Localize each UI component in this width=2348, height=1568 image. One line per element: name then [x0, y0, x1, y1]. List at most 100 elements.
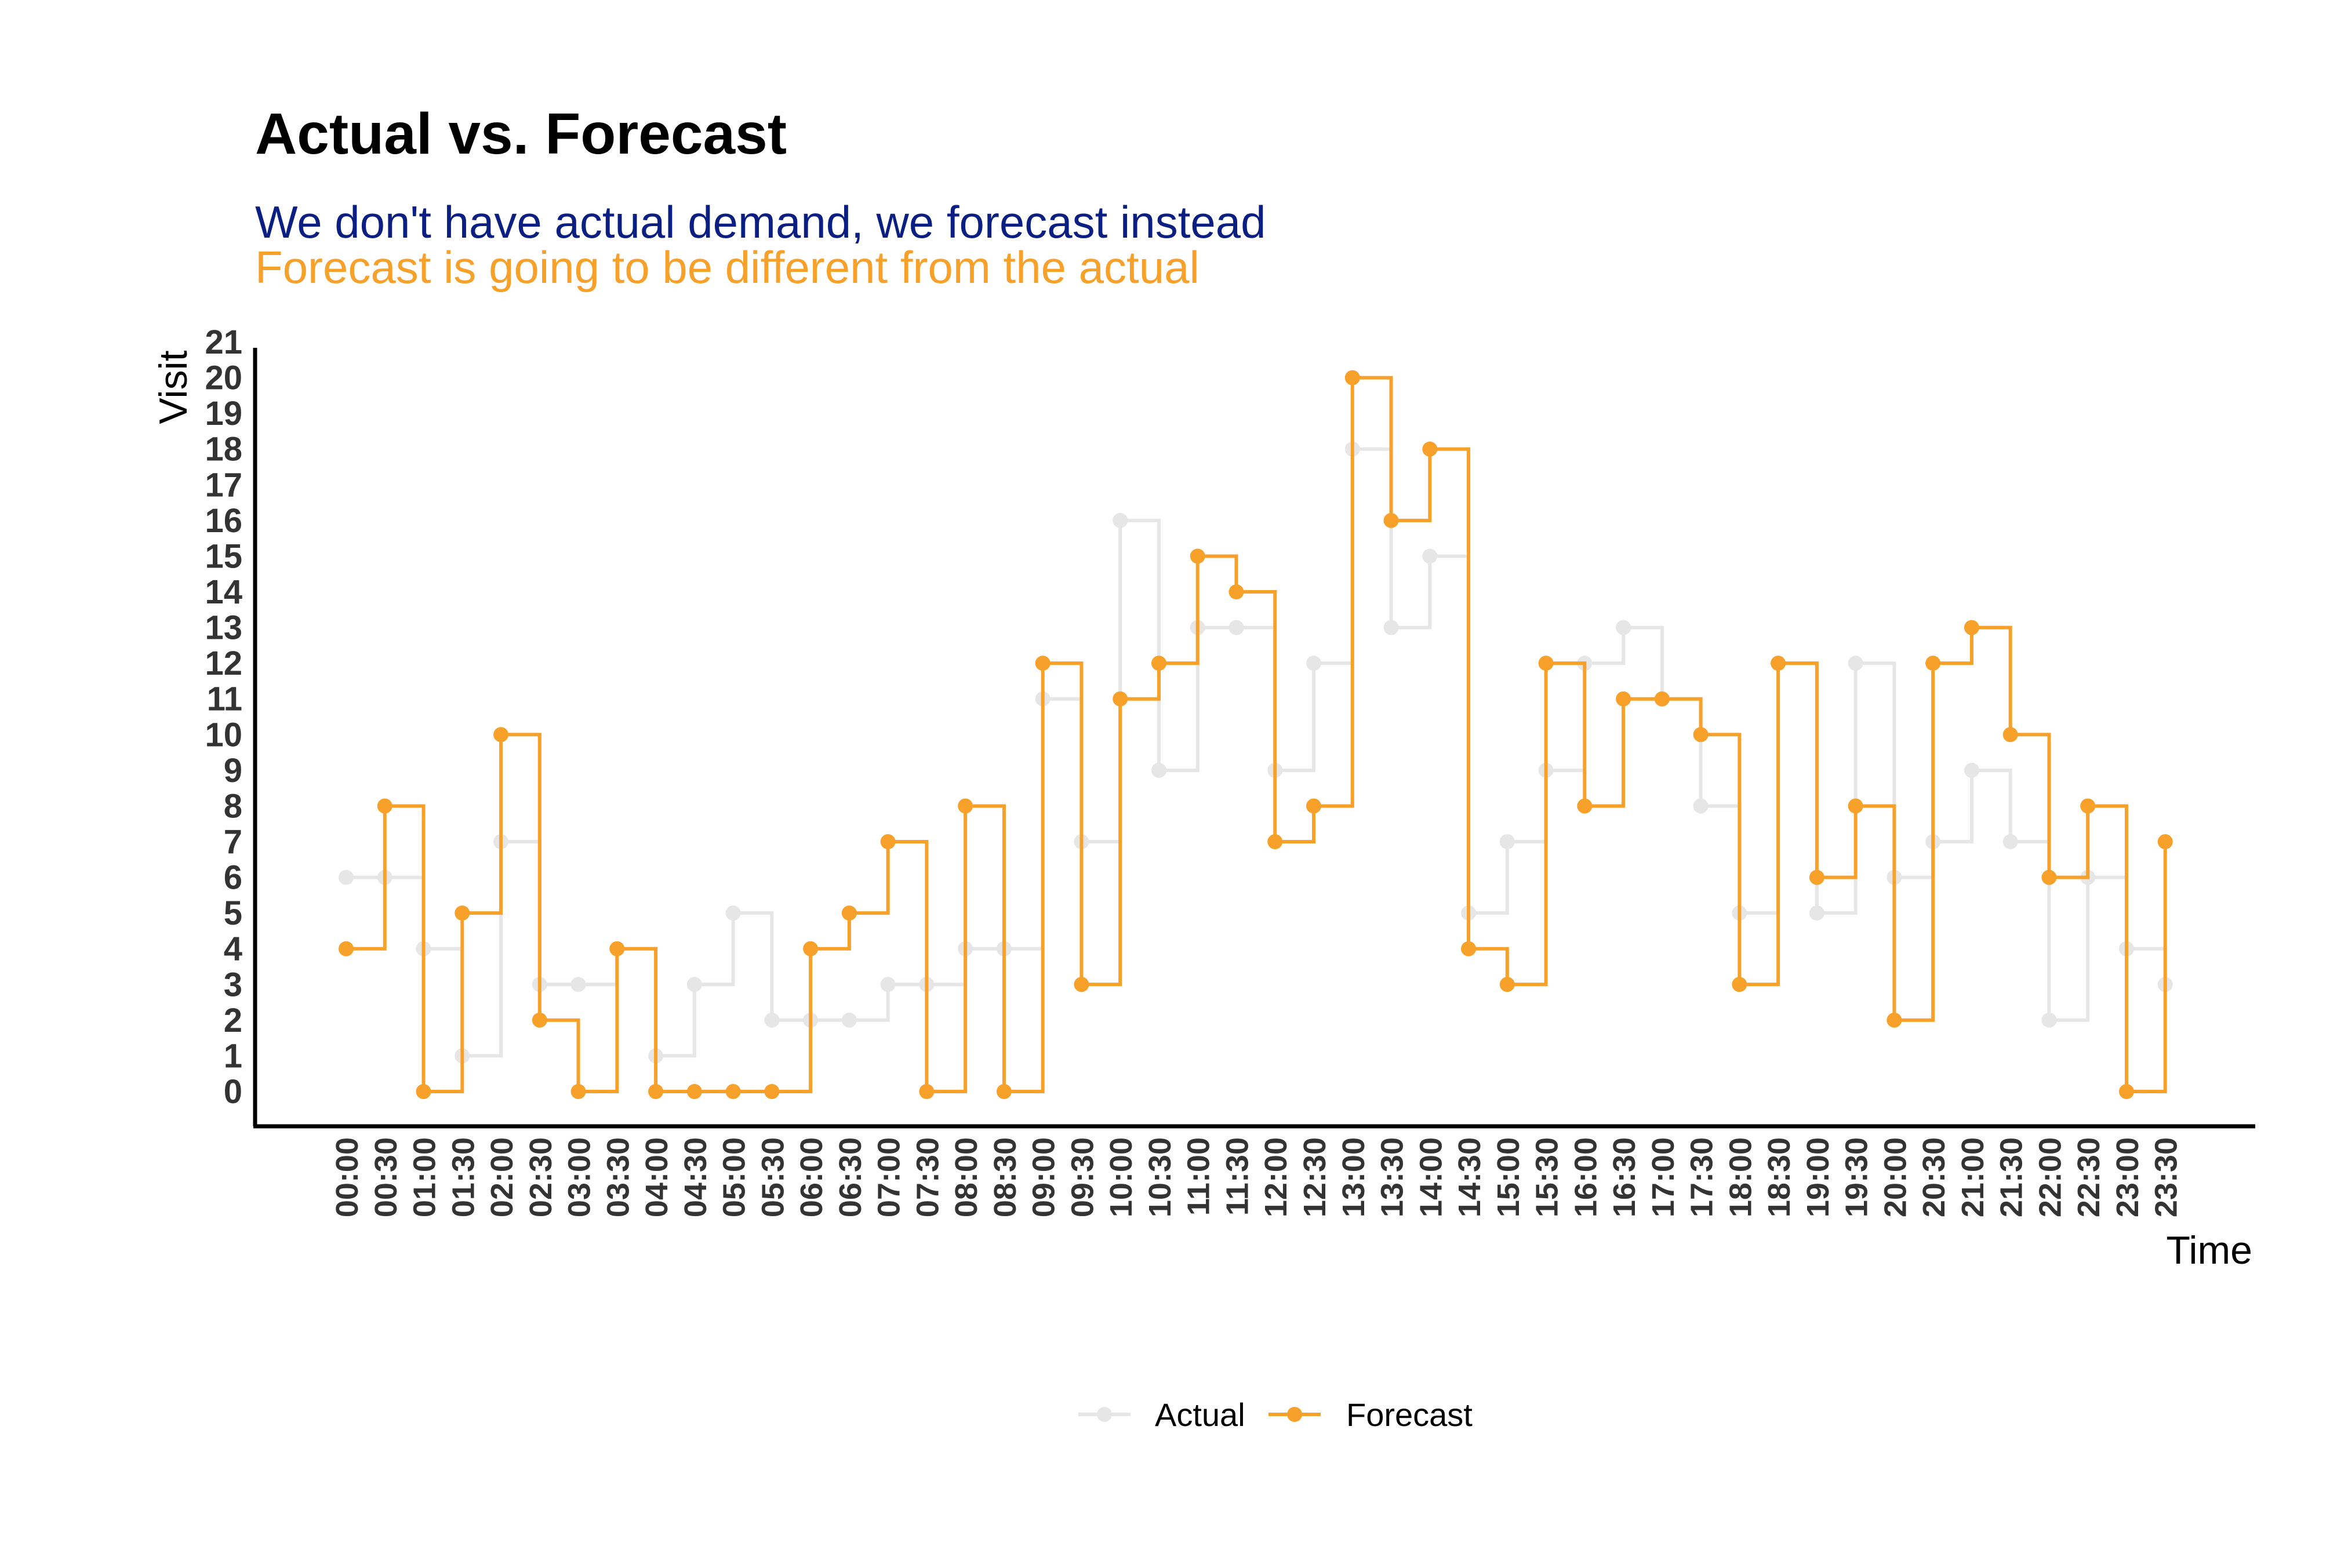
data-point-forecast: [2157, 834, 2173, 850]
data-point-forecast: [455, 905, 470, 921]
data-point-forecast: [609, 941, 625, 956]
data-point-actual: [1499, 834, 1515, 850]
data-point-actual: [2002, 834, 2018, 850]
x-tick-label: 12:00: [1259, 1137, 1293, 1217]
data-point-forecast: [1577, 798, 1593, 814]
series-layer: [339, 370, 2173, 1099]
y-tick-label: 20: [205, 359, 242, 397]
y-tick-label: 18: [205, 431, 242, 468]
y-tick-label: 12: [205, 645, 242, 682]
data-point-forecast: [958, 798, 973, 814]
data-point-actual: [1693, 798, 1709, 814]
x-tick-label: 12:30: [1297, 1137, 1332, 1217]
x-tick-label: 02:00: [485, 1137, 519, 1217]
legend-label: Forecast: [1346, 1396, 1473, 1433]
data-point-forecast: [1306, 798, 1321, 814]
data-point-forecast: [1771, 656, 1786, 671]
x-tick-label: 15:30: [1530, 1137, 1565, 1217]
chart-subtitle-1: We don't have actual demand, we forecast…: [255, 197, 1266, 248]
x-tick-label: 00:30: [369, 1137, 404, 1217]
x-axis-label: Time: [2166, 1228, 2252, 1272]
x-tick-label: 19:30: [1840, 1137, 1874, 1217]
data-point-forecast: [686, 1084, 702, 1099]
y-tick-label: 9: [224, 752, 242, 790]
y-tick-label: 19: [205, 395, 242, 432]
y-tick-label: 2: [224, 1002, 242, 1039]
data-point-forecast: [2118, 1084, 2134, 1099]
x-tick-label: 23:00: [2110, 1137, 2145, 1217]
data-point-forecast: [1151, 656, 1166, 671]
legend-item-forecast: Forecast: [1268, 1396, 1473, 1433]
x-tick-label: 08:00: [949, 1137, 984, 1217]
x-tick-label: 00:00: [330, 1137, 365, 1217]
data-point-forecast: [1732, 977, 1747, 992]
x-tick-label: 21:00: [1956, 1137, 1990, 1217]
x-tick-label: 06:00: [794, 1137, 829, 1217]
data-point-actual: [764, 1012, 780, 1028]
data-point-actual: [2041, 1012, 2057, 1028]
data-point-forecast: [2080, 798, 2096, 814]
data-point-forecast: [919, 1084, 935, 1099]
legend: Actual Forecast: [1078, 1396, 1473, 1433]
data-point-forecast: [339, 941, 354, 956]
x-tick-label: 09:30: [1065, 1137, 1100, 1217]
data-point-forecast: [377, 798, 392, 814]
data-point-forecast: [1964, 620, 1979, 635]
legend-key-point: [1097, 1407, 1112, 1422]
x-tick-label: 10:30: [1143, 1137, 1177, 1217]
data-point-forecast: [1887, 1012, 1902, 1028]
data-point-forecast: [1654, 691, 1670, 707]
data-point-forecast: [1848, 798, 1863, 814]
data-point-actual: [1113, 512, 1128, 528]
y-tick-label: 5: [224, 894, 242, 932]
x-tick-label: 05:00: [717, 1137, 752, 1217]
x-tick-label: 16:30: [1607, 1137, 1642, 1217]
x-tick-label: 17:30: [1685, 1137, 1720, 1217]
x-tick-label: 22:30: [2071, 1137, 2106, 1217]
y-tick-label: 17: [205, 466, 242, 504]
series-line-actual: [346, 447, 2167, 1058]
x-tick-label: 11:30: [1220, 1137, 1255, 1216]
data-point-forecast: [764, 1084, 780, 1099]
x-tick-label: 21:30: [1994, 1137, 2029, 1217]
x-tick-label: 05:30: [755, 1137, 790, 1217]
data-point-actual: [1422, 548, 1438, 564]
x-tick-label: 10:00: [1104, 1137, 1139, 1217]
data-point-forecast: [1422, 441, 1438, 457]
y-tick-label: 0: [224, 1073, 242, 1111]
y-tick-label: 11: [207, 681, 242, 718]
data-point-actual: [1228, 620, 1244, 635]
data-point-actual: [1964, 762, 1979, 778]
x-tick-label: 20:30: [1917, 1137, 1951, 1217]
x-tick-label: 14:00: [1413, 1137, 1448, 1217]
data-point-actual: [1306, 656, 1321, 671]
x-tick-label: 04:30: [678, 1137, 713, 1217]
data-point-actual: [1848, 656, 1863, 671]
data-point-forecast: [1074, 977, 1089, 992]
data-point-actual: [1383, 620, 1399, 635]
data-point-forecast: [1538, 656, 1554, 671]
legend-label: Actual: [1155, 1396, 1245, 1433]
chart-subtitle-2: Forecast is going to be different from t…: [255, 242, 1200, 293]
data-point-forecast: [1344, 370, 1360, 385]
data-point-forecast: [1461, 941, 1477, 956]
x-tick-label: 20:00: [1878, 1137, 1913, 1217]
x-tick-label: 18:00: [1723, 1137, 1758, 1217]
x-tick-label: 04:00: [639, 1137, 674, 1217]
data-point-forecast: [532, 1012, 547, 1028]
y-tick-label: 16: [205, 502, 242, 540]
data-point-forecast: [493, 727, 509, 743]
x-tick-label: 14:30: [1452, 1137, 1487, 1217]
data-point-forecast: [1809, 870, 1824, 885]
data-point-forecast: [996, 1084, 1012, 1099]
data-point-forecast: [570, 1084, 586, 1099]
data-point-actual: [1151, 762, 1166, 778]
x-tick-label: 07:00: [872, 1137, 907, 1217]
data-point-forecast: [803, 941, 819, 956]
y-tick-label: 4: [224, 930, 242, 968]
x-tick-label: 01:00: [408, 1137, 442, 1217]
data-point-forecast: [1190, 548, 1205, 564]
y-tick-label: 8: [224, 787, 242, 825]
x-tick-label: 09:00: [1027, 1137, 1062, 1217]
